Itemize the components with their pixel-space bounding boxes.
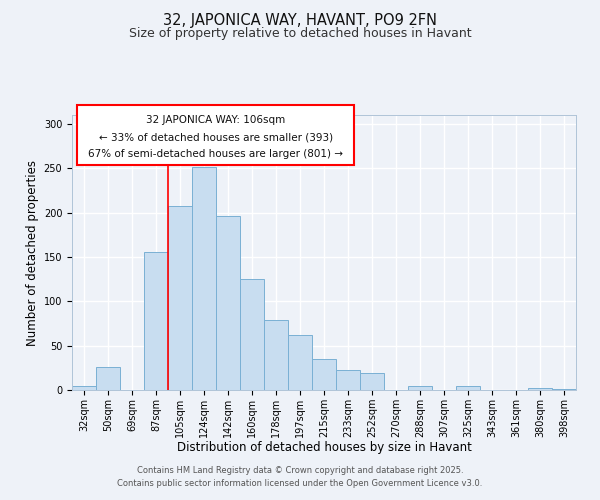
- Bar: [336, 370, 360, 390]
- Bar: [312, 359, 336, 390]
- Bar: [552, 389, 576, 390]
- Bar: [216, 216, 240, 390]
- Bar: [264, 320, 288, 390]
- Text: Size of property relative to detached houses in Havant: Size of property relative to detached ho…: [128, 28, 472, 40]
- Bar: [456, 386, 480, 390]
- Bar: [144, 252, 168, 390]
- Text: Contains HM Land Registry data © Crown copyright and database right 2025.
Contai: Contains HM Land Registry data © Crown c…: [118, 466, 482, 487]
- Text: 67% of semi-detached houses are larger (801) →: 67% of semi-detached houses are larger (…: [88, 150, 343, 160]
- Y-axis label: Number of detached properties: Number of detached properties: [26, 160, 40, 346]
- Bar: [528, 388, 552, 390]
- Text: 32, JAPONICA WAY, HAVANT, PO9 2FN: 32, JAPONICA WAY, HAVANT, PO9 2FN: [163, 12, 437, 28]
- Bar: [408, 386, 432, 390]
- Text: 32 JAPONICA WAY: 106sqm: 32 JAPONICA WAY: 106sqm: [146, 115, 285, 125]
- Bar: [72, 386, 96, 390]
- Bar: [96, 367, 120, 390]
- Text: ← 33% of detached houses are smaller (393): ← 33% of detached houses are smaller (39…: [98, 133, 333, 143]
- Bar: [360, 373, 384, 390]
- Bar: [168, 206, 192, 390]
- Bar: [288, 335, 312, 390]
- X-axis label: Distribution of detached houses by size in Havant: Distribution of detached houses by size …: [176, 442, 472, 454]
- Bar: [240, 279, 264, 390]
- Bar: [192, 168, 216, 390]
